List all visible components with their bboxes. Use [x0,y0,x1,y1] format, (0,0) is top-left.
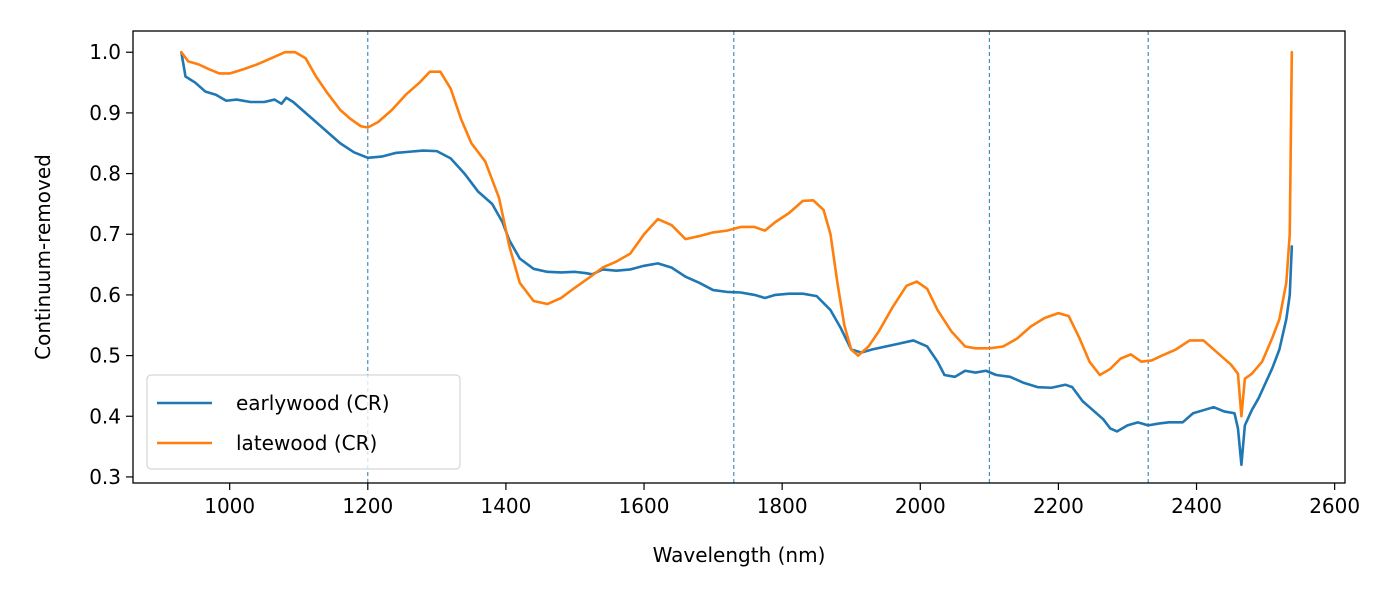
plot-area [180,31,1294,483]
y-axis-label: Continuum-removed [31,154,55,360]
x-tick-label: 2000 [895,494,946,518]
y-tick-label: 0.6 [89,283,121,307]
y-tick-label: 1.0 [89,40,121,64]
x-tick-label: 1000 [204,494,255,518]
y-tick-label: 0.3 [89,465,121,489]
legend-label: latewood (CR) [236,431,377,455]
axes-frame [132,30,1346,484]
x-tick-label: 1800 [757,494,808,518]
y-tick-label: 0.7 [89,222,121,246]
y-tick-label: 0.4 [89,404,121,428]
y-tick-label: 0.8 [89,162,121,186]
x-tick-label: 1200 [342,494,393,518]
legend-box [146,374,461,470]
axis-ticks: 1000 1200 1400 1600 1800 2000 2200 2400 2600 0.3 0… [89,40,1360,518]
legend: earlywood (CR) latewood (CR) [146,374,461,470]
x-tick-label: 2600 [1309,494,1360,518]
x-tick-label: 1600 [619,494,670,518]
legend-label: earlywood (CR) [236,391,390,415]
x-tick-label: 2400 [1171,494,1222,518]
x-tick-label: 1400 [480,494,531,518]
y-tick-label: 0.5 [89,344,121,368]
series-line-earlywood [180,50,1294,467]
series-line-latewood [180,50,1294,418]
x-axis-label: Wavelength (nm) [653,543,826,567]
y-tick-label: 0.9 [89,101,121,125]
x-tick-label: 2200 [1033,494,1084,518]
